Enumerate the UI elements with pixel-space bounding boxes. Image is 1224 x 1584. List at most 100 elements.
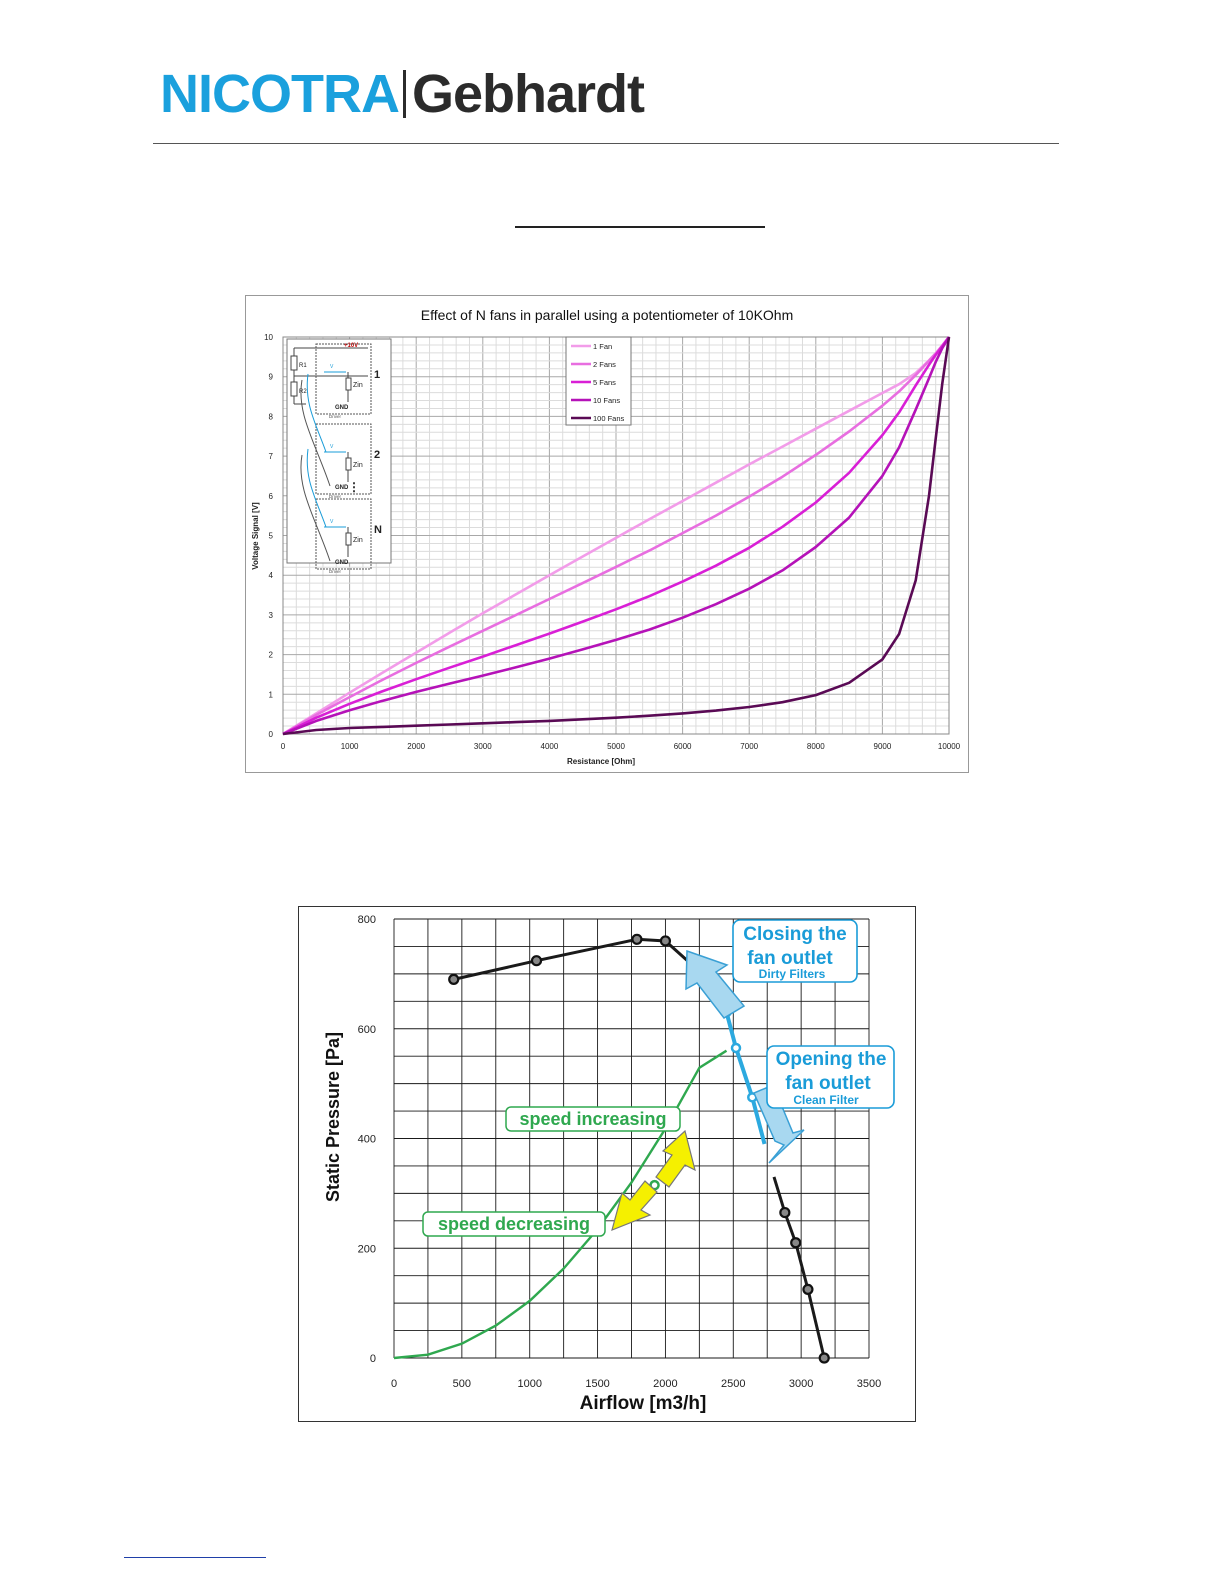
y-tick-label: 400 <box>358 1134 376 1146</box>
ground-label: GND <box>335 560 349 566</box>
fan-curve-chart: 0 500 1000 1500 2000 2500 3000 3500 0 200 400 600 80… <box>323 914 895 1414</box>
header-rule <box>153 143 1059 144</box>
impedance <box>345 377 352 391</box>
arrow-increasing <box>655 1129 696 1188</box>
ground-link <box>300 454 331 562</box>
callout-closing-line1: Closing the <box>743 924 846 945</box>
x-tick-label: 0 <box>391 1378 397 1390</box>
fan-curve-chart-frame: 0 500 1000 1500 2000 2500 3000 3500 0 200 400 600 80… <box>298 906 916 1422</box>
x-tick-label: 5000 <box>607 742 625 751</box>
chart2-x-label: Airflow [m3/h] <box>580 1393 707 1414</box>
chart1-x-label: Resistance [Ohm] <box>567 757 635 766</box>
x-tick-label: 500 <box>453 1378 471 1390</box>
operating-point <box>730 1042 742 1054</box>
fan-curve-point <box>818 1352 830 1364</box>
voltage-chart-frame: Effect of N fans in parallel using a pot… <box>245 295 969 773</box>
impedance-label: Zin <box>353 462 363 469</box>
callout-increasing-text: speed increasing <box>519 1109 666 1129</box>
series-line-10-fans <box>282 336 951 736</box>
y-tick-label: 3 <box>269 611 274 620</box>
resistor-r2 <box>290 381 298 397</box>
driver-block <box>315 423 372 495</box>
logo-nicotra: NICOTRA <box>160 64 400 124</box>
fan-curve-point <box>790 1237 802 1249</box>
y-tick-label: 800 <box>358 914 376 926</box>
resistor-label: R2 <box>299 389 307 395</box>
y-tick-label: 5 <box>269 532 274 541</box>
x-tick-label: 2000 <box>653 1378 677 1390</box>
y-tick-label: 9 <box>269 373 274 382</box>
circuit-inset: +10V R1 R2 V Zin GND Driver 1 V Zin GND Driver 2 V Zin… <box>286 338 392 574</box>
x-tick-label: 3000 <box>789 1378 813 1390</box>
x-tick-label: 3000 <box>474 742 492 751</box>
x-tick-label: 3500 <box>857 1378 881 1390</box>
logo-gebhardt: Gebhardt <box>411 64 645 124</box>
fan-number-label: 2 <box>374 449 380 461</box>
x-tick-label: 2000 <box>407 742 425 751</box>
company-logo: NICOTRA Gebhardt <box>160 64 645 124</box>
y-tick-label: 8 <box>269 412 274 421</box>
chart1-grid <box>282 336 950 735</box>
y-tick-label: 7 <box>269 452 274 461</box>
y-tick-label: 1 <box>269 690 274 699</box>
x-tick-label: 1000 <box>517 1378 541 1390</box>
chart2-grid <box>393 918 870 1359</box>
signal-link <box>306 448 327 528</box>
resistor-label: R1 <box>299 363 307 369</box>
series-line-100-fans <box>282 336 951 736</box>
x-tick-label: 1500 <box>585 1378 609 1390</box>
fan-curve-point <box>659 935 672 947</box>
y-tick-label: 0 <box>269 730 274 739</box>
y-tick-label: 600 <box>358 1024 376 1036</box>
legend-label: 2 Fans <box>593 360 616 369</box>
chart1-title: Effect of N fans in parallel using a pot… <box>421 307 794 323</box>
impedance-label: Zin <box>353 382 363 389</box>
chart2-y-label: Static Pressure [Pa] <box>323 1032 343 1202</box>
driver-label: Driver <box>329 569 342 574</box>
callout-opening-line2: fan outlet <box>785 1073 871 1094</box>
impedance-label: Zin <box>353 537 363 544</box>
x-tick-label: 7000 <box>740 742 758 751</box>
callout-closing-line2: fan outlet <box>747 948 833 969</box>
x-tick-label: 8000 <box>807 742 825 751</box>
arrow-decreasing <box>611 1180 658 1231</box>
signal-link <box>306 373 327 453</box>
y-tick-label: 200 <box>358 1243 376 1255</box>
voltage-chart: Effect of N fans in parallel using a pot… <box>251 307 961 766</box>
fan-curve-upper <box>453 937 691 981</box>
chart1-legend: 1 Fan 2 Fans 5 Fans 10 Fans 100 Fans <box>565 336 632 426</box>
callout-closing-sub: Dirty Filters <box>759 967 826 981</box>
callout-closing-box <box>732 919 858 983</box>
ground-label: GND <box>335 405 349 411</box>
driver-label: Driver <box>329 414 342 419</box>
y-tick-label: 2 <box>269 651 274 660</box>
x-tick-label: 4000 <box>541 742 559 751</box>
legend-label: 100 Fans <box>593 414 625 423</box>
arrow-closing <box>685 949 746 1019</box>
callout-opening-sub: Clean Filter <box>793 1093 859 1107</box>
y-tick-label: 10 <box>264 333 273 342</box>
y-tick-label: 6 <box>269 492 274 501</box>
y-tick-label: 4 <box>269 571 274 580</box>
ground-label: GND <box>335 485 349 491</box>
footnote-rule <box>124 1557 266 1558</box>
signal-label: V <box>330 519 334 525</box>
legend-label: 10 Fans <box>593 396 620 405</box>
title-underline <box>515 226 765 228</box>
system-curve <box>393 1049 728 1360</box>
logo-divider <box>402 70 406 118</box>
fan-curve-point <box>631 933 643 945</box>
fan-number-label: 1 <box>374 369 380 381</box>
fan-curve-point <box>802 1283 814 1296</box>
supply-label: +10V <box>344 343 358 349</box>
legend-label: 1 Fan <box>593 342 612 351</box>
driver-block <box>315 498 372 570</box>
ground-link <box>300 379 331 487</box>
chart1-y-label: Voltage Signal [V] <box>251 502 260 570</box>
legend-label: 5 Fans <box>593 378 616 387</box>
callout-increasing-box <box>505 1106 681 1132</box>
signal-label: V <box>330 444 334 450</box>
impedance <box>345 532 352 546</box>
fan-curve-point <box>779 1206 791 1219</box>
impedance <box>345 457 352 471</box>
